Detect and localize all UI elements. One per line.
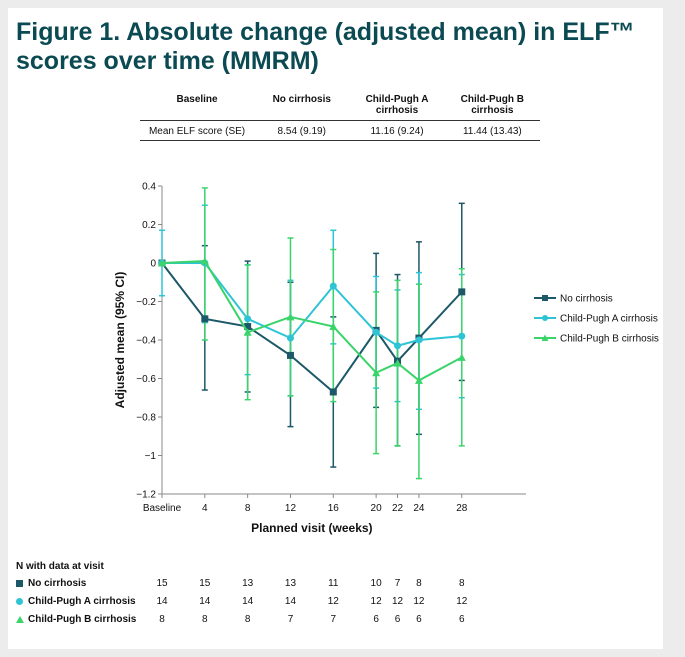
n-table-cell: 8 — [244, 614, 251, 625]
n-table-cell: 6 — [394, 614, 401, 625]
y-tick-label: 0.2 — [142, 220, 156, 231]
data-point-circle — [394, 342, 402, 350]
chart-legend: No cirrhosis Child-Pugh A cirrhosis Child-… — [534, 294, 659, 345]
y-tick-label: −0.2 — [136, 297, 156, 308]
data-point-triangle — [393, 359, 402, 367]
y-tick-label: 0.4 — [142, 182, 156, 193]
y-tick-label: −1 — [145, 451, 157, 462]
data-point-square — [201, 315, 209, 323]
data-point-circle — [458, 332, 466, 340]
n-table-row-label: Child-Pugh B cirrhosis — [28, 614, 137, 625]
n-table-cell: 15 — [156, 578, 168, 589]
x-tick-label: Baseline — [143, 503, 182, 514]
n-table-cell: 14 — [156, 596, 168, 607]
x-tick-label: 8 — [245, 503, 251, 514]
x-axis-label: Planned visit (weeks) — [251, 521, 372, 535]
n-table-cell: 13 — [284, 578, 297, 589]
n-table-cell: 14 — [284, 596, 297, 607]
legend-label: Child-Pugh A cirrhosis — [560, 314, 658, 325]
y-axis-label: Adjusted mean (95% CI) — [113, 272, 127, 409]
n-table-cell: 8 — [416, 578, 422, 589]
square-marker-icon — [16, 580, 23, 587]
n-table-cell: 13 — [242, 578, 254, 589]
x-tick-label: 22 — [392, 503, 404, 514]
n-table-cell: 12 — [327, 596, 339, 607]
data-point-square — [286, 351, 294, 359]
n-table-cell: 12 — [413, 596, 425, 607]
x-tick-label: 16 — [328, 503, 340, 514]
baseline-table-cell: 11.44 (13.43) — [444, 120, 540, 141]
data-point-square — [458, 288, 466, 296]
baseline-table-header: Baseline — [140, 92, 255, 121]
baseline-table: Baseline No cirrhosis Child-Pugh A cirrh… — [140, 92, 540, 141]
n-table-cell: 12 — [456, 596, 468, 607]
y-tick-label: −1.2 — [136, 490, 156, 501]
baseline-table-header-row: Baseline No cirrhosis Child-Pugh A cirrh… — [140, 92, 540, 121]
n-table-title: N with data at visit — [16, 561, 104, 572]
n-table-cell: 11 — [328, 578, 339, 589]
data-point-square — [542, 295, 548, 301]
n-table-cell: 10 — [370, 578, 382, 589]
data-point-triangle — [243, 328, 252, 336]
series-line — [162, 262, 462, 347]
data-point-square — [329, 388, 337, 396]
data-point-circle — [329, 282, 337, 290]
triangle-marker-icon — [16, 616, 24, 623]
data-point-triangle — [372, 368, 381, 377]
n-table-cell: 7 — [330, 614, 337, 625]
figure-title: Figure 1. Absolute change (adjusted mean… — [16, 18, 635, 75]
n-table-row-label: Child-Pugh A cirrhosis — [28, 596, 136, 607]
data-point-triangle — [329, 322, 338, 331]
data-point-circle — [372, 328, 380, 336]
n-table-cell: 6 — [416, 614, 422, 625]
baseline-table-row-label: Mean ELF score (SE) — [140, 120, 255, 141]
n-table-cell: 8 — [202, 614, 208, 625]
legend-label: No cirrhosis — [560, 294, 613, 305]
x-tick-label: 24 — [413, 503, 425, 514]
n-table-row-label: No cirrhosis — [28, 578, 87, 589]
data-point-circle — [286, 334, 294, 342]
x-tick-label: 12 — [285, 503, 297, 514]
series-line — [161, 262, 463, 394]
y-tick-label: −0.4 — [136, 336, 156, 347]
n-table-cell: 8 — [159, 614, 165, 625]
n-table-cell: 14 — [242, 596, 254, 607]
baseline-table-header: Child-Pugh A cirrhosis — [349, 92, 445, 121]
baseline-table-row: Mean ELF score (SE) 8.54 (9.19) 11.16 (9… — [140, 120, 540, 141]
data-point-triangle — [457, 353, 466, 361]
data-point-triangle — [158, 259, 166, 267]
data-point-square — [244, 323, 252, 331]
y-tick-label: −0.8 — [136, 413, 156, 424]
y-tick-label: −0.6 — [136, 374, 156, 385]
baseline-table-header: Child-Pugh B cirrhosis — [444, 92, 540, 121]
n-table-cell: 6 — [458, 614, 465, 625]
data-point-triangle — [541, 334, 549, 341]
data-point-triangle — [200, 257, 209, 265]
x-tick-label: 28 — [456, 503, 468, 514]
baseline-table-cell: 11.16 (9.24) — [349, 120, 445, 141]
n-table-cell: 15 — [199, 578, 211, 589]
x-tick-label: 4 — [202, 503, 208, 514]
n-table-cell: 14 — [199, 596, 211, 607]
baseline-table-cell: 8.54 (9.19) — [254, 120, 350, 141]
data-point-circle — [415, 336, 423, 344]
x-tick-label: 20 — [371, 503, 383, 514]
data-point-circle — [542, 315, 548, 321]
series-line-group — [158, 259, 466, 350]
n-table-cell: 6 — [373, 614, 379, 625]
data-point-circle — [244, 315, 252, 323]
legend-label: Child-Pugh B cirrhosis — [560, 334, 659, 345]
n-table-cell: 12 — [391, 596, 404, 607]
data-point-triangle — [286, 312, 295, 321]
n-table-cell: 8 — [458, 578, 465, 589]
n-table-cell: 12 — [370, 596, 382, 607]
circle-marker-icon — [16, 598, 23, 605]
n-table-cell: 7 — [394, 578, 401, 589]
baseline-table-header: No cirrhosis — [254, 92, 350, 121]
series-line-group — [158, 257, 466, 384]
data-point-triangle — [414, 376, 423, 384]
y-tick-label: 0 — [150, 259, 156, 270]
n-table-cell: 7 — [287, 614, 294, 625]
